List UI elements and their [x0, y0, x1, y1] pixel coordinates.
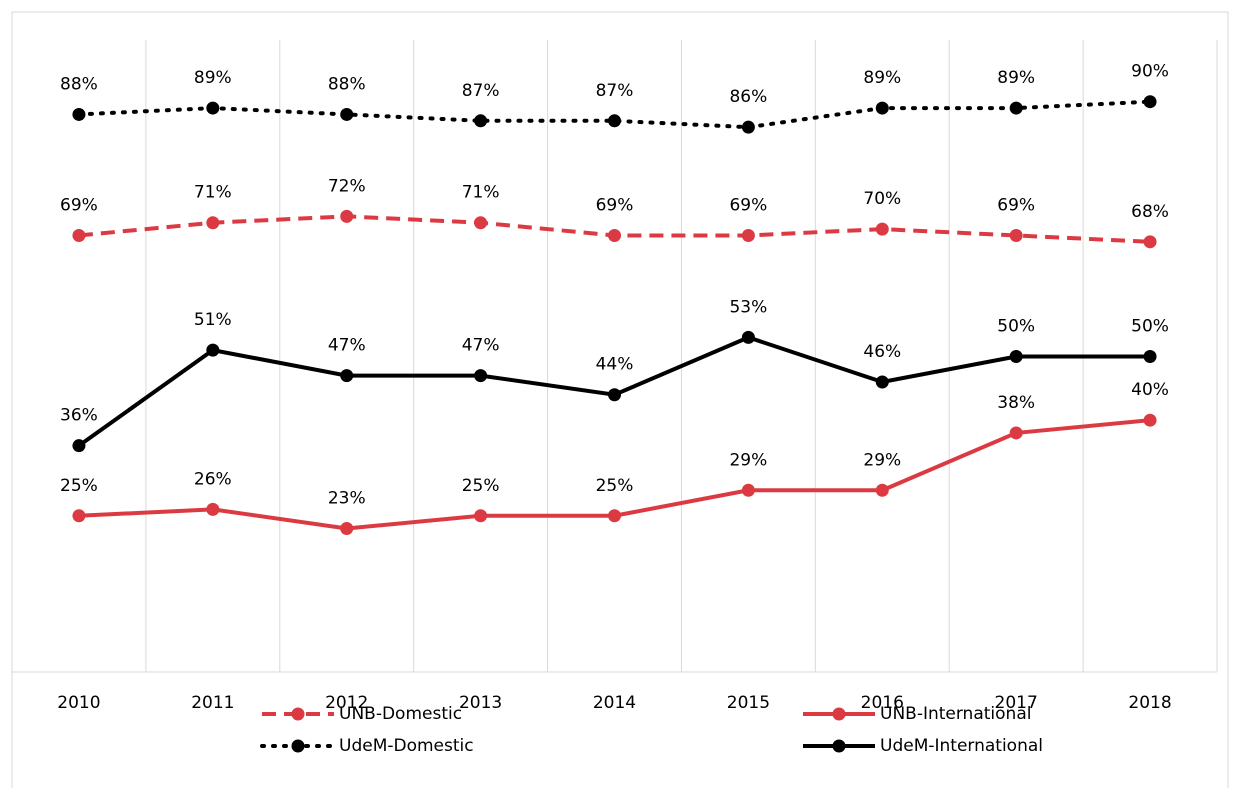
point	[875, 101, 889, 115]
legend-label: UdeM-International	[880, 736, 1043, 756]
legend-marker	[832, 707, 846, 721]
point	[340, 209, 354, 223]
data-label: 88%	[328, 74, 366, 94]
data-label: 29%	[863, 450, 901, 470]
data-label: 53%	[729, 297, 767, 317]
point	[340, 107, 354, 121]
data-label: 25%	[462, 476, 500, 496]
data-label: 87%	[596, 81, 634, 101]
data-label: 38%	[997, 393, 1035, 413]
data-label: 68%	[1131, 202, 1169, 222]
data-label: 88%	[60, 74, 98, 94]
x-tick-label: 2012	[325, 693, 368, 713]
data-label: 23%	[328, 488, 366, 508]
data-label: 46%	[863, 342, 901, 362]
point	[474, 216, 488, 230]
point	[1009, 426, 1023, 440]
data-label: 26%	[194, 469, 232, 489]
x-tick-label: 2015	[727, 693, 770, 713]
legend-marker	[832, 739, 846, 753]
data-label: 47%	[328, 336, 366, 356]
point	[72, 228, 86, 242]
x-tick-label: 2016	[861, 693, 904, 713]
data-label: 71%	[194, 183, 232, 203]
point	[875, 375, 889, 389]
data-label: 71%	[462, 183, 500, 203]
point	[474, 509, 488, 523]
data-label: 36%	[60, 406, 98, 426]
point	[206, 502, 220, 516]
point	[741, 483, 755, 497]
data-label: 72%	[328, 176, 366, 196]
point	[1143, 235, 1157, 249]
point	[1143, 350, 1157, 363]
data-label: 69%	[60, 195, 98, 215]
point	[1143, 95, 1157, 109]
legend-label: UNB-International	[880, 704, 1031, 724]
legend-label: UdeM-Domestic	[339, 736, 474, 756]
point	[608, 509, 621, 523]
data-label: 89%	[863, 68, 901, 88]
series-line	[76, 99, 1153, 130]
point	[206, 216, 220, 230]
point	[875, 222, 889, 236]
point	[1143, 413, 1157, 427]
x-tick-label: 2017	[995, 693, 1038, 713]
data-label: 47%	[462, 336, 500, 356]
data-label: 40%	[1131, 380, 1169, 400]
legend-marker	[291, 739, 305, 753]
data-label: 25%	[596, 476, 634, 496]
point	[608, 228, 621, 242]
data-label: 50%	[1131, 317, 1169, 337]
x-tick-label: 2018	[1128, 693, 1171, 713]
point	[340, 521, 354, 535]
data-label: 50%	[997, 317, 1035, 337]
data-label: 86%	[729, 87, 767, 107]
point	[1009, 350, 1023, 363]
x-tick-label: 2014	[593, 693, 636, 713]
legend-marker	[291, 707, 305, 721]
x-tick-label: 2011	[191, 693, 234, 713]
data-label: 69%	[729, 195, 767, 215]
data-label: 89%	[997, 68, 1035, 88]
point	[474, 369, 488, 383]
data-label: 69%	[596, 195, 634, 215]
point	[741, 120, 755, 134]
point	[340, 369, 354, 383]
data-label: 70%	[863, 189, 901, 209]
point	[741, 228, 755, 242]
point	[608, 114, 621, 128]
point	[1009, 101, 1023, 115]
point	[1009, 228, 1023, 242]
point	[72, 439, 86, 453]
x-tick-label: 2010	[57, 693, 100, 713]
point	[608, 388, 621, 402]
point	[474, 114, 488, 128]
point	[206, 343, 220, 357]
legend-label: UNB-Domestic	[339, 704, 462, 724]
point	[741, 330, 755, 344]
data-label: 44%	[596, 355, 634, 375]
data-label: 87%	[462, 81, 500, 101]
point	[72, 509, 86, 523]
point	[875, 483, 889, 497]
point	[72, 107, 86, 121]
data-label: 90%	[1131, 62, 1169, 82]
data-label: 29%	[729, 450, 767, 470]
data-label: 25%	[60, 476, 98, 496]
data-label: 89%	[194, 68, 232, 88]
data-label: 51%	[194, 310, 232, 330]
point	[206, 101, 220, 115]
data-label: 69%	[997, 195, 1035, 215]
x-tick-label: 2013	[459, 693, 502, 713]
